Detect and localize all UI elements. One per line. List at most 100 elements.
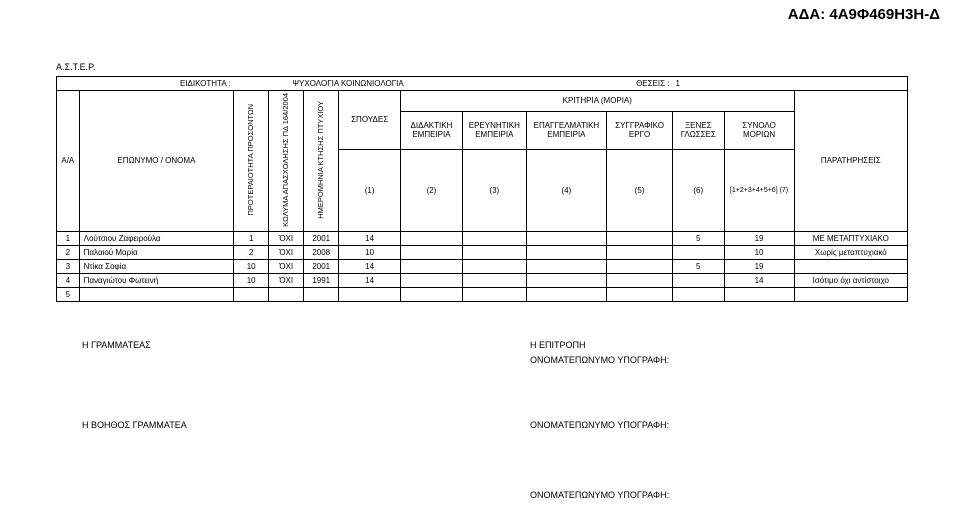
cell-aa: 5 (57, 287, 80, 301)
cell-par (794, 259, 907, 273)
page: ΑΔΑ: 4Α9Φ469Η3Η-Δ Α.Σ.Τ.Ε.Ρ. ΕΙΔΙΚΟΤΗΤΑ … (0, 0, 960, 521)
col-num-3: (3) (462, 149, 526, 231)
cell-sp: 10 (339, 245, 401, 259)
col-syggrafiko-header: ΣΥΓΓΡΑΦΙΚΟ ΕΡΓΟ (607, 111, 673, 149)
cell-v2: ΌΧΙ (269, 231, 304, 245)
cell-par: Ισότιμο όχι αντίστοιχο (794, 273, 907, 287)
label-grammateas: Η ΓΡΑΜΜΑΤΕΑΣ (82, 340, 151, 350)
table-row: 5 (57, 287, 908, 301)
cell-sm: 10 (724, 245, 794, 259)
cell-sg (607, 245, 673, 259)
header-row-kritiria: Α/Α ΕΠΩΝΥΜΟ / ΟΝΟΜΑ ΠΡΟΤΕΡΑΙΟΤΗΤΑ ΠΡΟΣΟΝ… (57, 91, 908, 112)
cell-sm: 19 (724, 259, 794, 273)
table-row: 2 Παλαιού Μαρία 2 ΌΧΙ 2008 10 10 Χωρίς μ… (57, 245, 908, 259)
sign-line-1: ΟΝΟΜΑΤΕΠΩΝΥΜΟ ΥΠΟΓΡΑΦΗ: (530, 355, 669, 365)
kritiria-header: ΚΡΙΤΗΡΙΑ (ΜΟΡΙΑ) (401, 91, 795, 112)
cell-x (673, 273, 725, 287)
label-epitropi: Η ΕΠΙΤΡΟΠΗ (530, 340, 586, 350)
cell-x (673, 287, 725, 301)
cell-v1: 10 (234, 273, 269, 287)
col-num-6: (6) (673, 149, 725, 231)
cell-d (401, 287, 463, 301)
table-row: 1 Λούτσιου Ζαφειρούλα 1 ΌΧΙ 2001 14 5 19… (57, 231, 908, 245)
cell-v1: 1 (234, 231, 269, 245)
cell-sg (607, 231, 673, 245)
org-abbrev: Α.Σ.Τ.Ε.Ρ. (56, 62, 95, 72)
cell-par (794, 287, 907, 301)
cell-sp: 14 (339, 259, 401, 273)
cell-x: 5 (673, 231, 725, 245)
cell-ep (526, 245, 606, 259)
cell-aa: 2 (57, 245, 80, 259)
cell-x (673, 245, 725, 259)
cell-name (79, 287, 234, 301)
cell-e (462, 259, 526, 273)
col-synolo-header: ΣΥΝΟΛΟ ΜΟΡΙΩΝ (724, 111, 794, 149)
cell-sp: 14 (339, 231, 401, 245)
cell-sg (607, 287, 673, 301)
cell-ep (526, 231, 606, 245)
theseis-label: ΘΕΣΕΙΣ : (462, 77, 672, 91)
cell-aa: 4 (57, 273, 80, 287)
label-voithos: Η ΒΟΗΘΟΣ ΓΡΑΜΜΑΤΕΑ (82, 420, 187, 430)
cell-name: Παλαιού Μαρία (79, 245, 234, 259)
cell-d (401, 259, 463, 273)
cell-v2: ΌΧΙ (269, 273, 304, 287)
col-num-5: (5) (607, 149, 673, 231)
cell-sg (607, 273, 673, 287)
cell-v2 (269, 287, 304, 301)
cell-v2: ΌΧΙ (269, 245, 304, 259)
cell-sm: 19 (724, 231, 794, 245)
cell-v2: ΌΧΙ (269, 259, 304, 273)
theseis-value: 1 (673, 77, 908, 91)
cell-v3: 2001 (304, 259, 339, 273)
cell-v3: 2001 (304, 231, 339, 245)
col-spoudes-header: ΣΠΟΥΔΕΣ (339, 91, 401, 150)
cell-par: ΜΕ ΜΕΤΑΠΤΥΧΙΑΚΟ (794, 231, 907, 245)
cell-aa: 3 (57, 259, 80, 273)
sign-line-3: ΟΝΟΜΑΤΕΠΩΝΥΜΟ ΥΠΟΓΡΑΦΗ: (530, 490, 669, 500)
col-num-4: (4) (526, 149, 606, 231)
cell-sp: 14 (339, 273, 401, 287)
cell-ep (526, 259, 606, 273)
cell-v3: 2008 (304, 245, 339, 259)
cell-name: Ντίκα Σοφία (79, 259, 234, 273)
sign-line-2: ΟΝΟΜΑΤΕΠΩΝΥΜΟ ΥΠΟΓΡΑΦΗ: (530, 420, 669, 430)
cell-sp (339, 287, 401, 301)
table-row: 4 Παναγιώτου Φωτεινή 10 ΌΧΙ 1991 14 14 Ι… (57, 273, 908, 287)
col-didaktiki-header: ΔΙΔΑΚΤΙΚΗ ΕΜΠΕΙΡΙΑ (401, 111, 463, 149)
col-num-1: (1) (339, 149, 401, 231)
cell-e (462, 245, 526, 259)
cell-par: Χωρίς μεταπτυχιακό (794, 245, 907, 259)
cell-ep (526, 287, 606, 301)
col-num-2: (2) (401, 149, 463, 231)
cell-sg (607, 259, 673, 273)
col-v1-header: ΠΡΟΤΕΡΑΙΟΤΗΤΑ ΠΡΟΣΟΝΤΩΝ (234, 91, 269, 232)
cell-v1: 2 (234, 245, 269, 259)
col-name-header: ΕΠΩΝΥΜΟ / ΟΝΟΜΑ (79, 91, 234, 232)
cell-sm: 14 (724, 273, 794, 287)
cell-name: Λούτσιου Ζαφειρούλα (79, 231, 234, 245)
cell-d (401, 273, 463, 287)
col-v3-header: ΗΜΕΡΟΜΗΝΙΑ ΚΤΗΣΗΣ ΠΤΥΧΙΟΥ (304, 91, 339, 232)
ada-code: ΑΔΑ: 4Α9Φ469Η3Η-Δ (788, 6, 940, 23)
cell-e (462, 231, 526, 245)
col-epaggelmatiki-header: ΕΠΑΓΓΕΛΜΑΤΙΚΗ ΕΜΠΕΙΡΙΑ (526, 111, 606, 149)
cell-name: Παναγιώτου Φωτεινή (79, 273, 234, 287)
col-aa-header: Α/Α (57, 91, 80, 232)
main-table: ΕΙΔΙΚΟΤΗΤΑ : ΨΥΧΟΛΟΓΙΑ ΚΟΙΝΩΝΙΟΛΟΓΙΑ ΘΕΣ… (56, 76, 908, 302)
cell-aa: 1 (57, 231, 80, 245)
cell-sm (724, 287, 794, 301)
col-ereunitiki-header: ΕΡΕΥΝΗΤΙΚΗ ΕΜΠΕΙΡΙΑ (462, 111, 526, 149)
cell-d (401, 231, 463, 245)
col-xenes-header: ΞΕΝΕΣ ΓΛΩΣΣΕΣ (673, 111, 725, 149)
cell-v1: 10 (234, 259, 269, 273)
table-row: 3 Ντίκα Σοφία 10 ΌΧΙ 2001 14 5 19 (57, 259, 908, 273)
cell-e (462, 273, 526, 287)
cell-x: 5 (673, 259, 725, 273)
cell-v1 (234, 287, 269, 301)
col-num-sum: [1+2+3+4+5+6] (7) (724, 149, 794, 231)
col-paratir-header: ΠΑΡΑΤΗΡΗΣΕΙΣ (794, 91, 907, 232)
cell-ep (526, 273, 606, 287)
cell-e (462, 287, 526, 301)
